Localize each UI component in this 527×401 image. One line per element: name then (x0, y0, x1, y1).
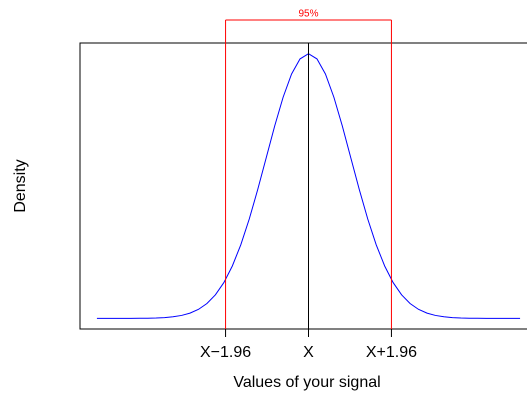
x-axis-label: Values of your signal (233, 374, 380, 391)
y-axis-label: Density (12, 159, 29, 212)
x-tick-label: X+1.96 (366, 344, 417, 361)
x-tick-label: X−1.96 (200, 344, 251, 361)
interval-label: 95% (298, 9, 318, 20)
x-tick-label: X (303, 344, 314, 361)
plot-box (79, 42, 527, 330)
